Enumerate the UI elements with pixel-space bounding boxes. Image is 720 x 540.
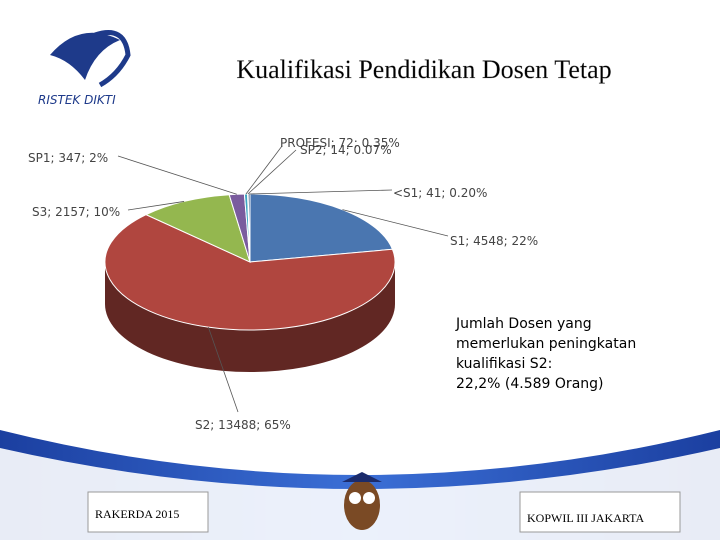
footer-box — [87, 491, 209, 533]
data-label: <S1; 41; 0.20% — [393, 186, 487, 200]
leader-line — [117, 155, 237, 195]
logo: RISTEK DIKTI — [38, 30, 131, 107]
data-label: S3; 2157; 10% — [32, 205, 120, 219]
leader-line — [249, 189, 393, 195]
annotation-line: memerlukan peningkatan — [456, 336, 636, 352]
data-label: SP2; 14; 0.07% — [300, 143, 392, 157]
annotation-line: kualifikasi S2: — [456, 356, 552, 372]
leader-line — [127, 201, 185, 211]
data-label: S1; 4548; 22% — [450, 234, 538, 248]
slice — [104, 214, 396, 331]
leader-line — [342, 209, 449, 237]
data-label: S2; 13488; 65% — [195, 418, 291, 432]
data-label: SP1; 347; 2% — [28, 151, 108, 165]
slice-side — [105, 262, 395, 372]
pie: S1; 4548; 22%S1S2; 13488; 65%S2S3; 2157;… — [28, 136, 538, 432]
annotation: Jumlah Dosen yang memerlukan peningkatan k… — [455, 316, 636, 392]
chart-title: Kualifikasi Pendidikan Dosen Tetap — [236, 55, 611, 84]
logo-text: RISTEK DIKTI — [38, 93, 116, 107]
annotation-line: 22,2% (4.589 Orang) — [456, 376, 604, 392]
footer-box — [519, 491, 681, 533]
footer-right: KOPWIL III JAKARTA — [527, 511, 645, 525]
data-label: PROFESI; 72; 0.35% — [280, 136, 400, 150]
annotation-line: Jumlah Dosen yang — [455, 316, 592, 332]
mascot — [342, 472, 382, 530]
leader-line — [207, 327, 239, 413]
leader-line — [247, 149, 297, 195]
leader-line — [245, 145, 283, 195]
slice — [144, 194, 251, 263]
footer-left: RAKERDA 2015 — [95, 507, 179, 521]
